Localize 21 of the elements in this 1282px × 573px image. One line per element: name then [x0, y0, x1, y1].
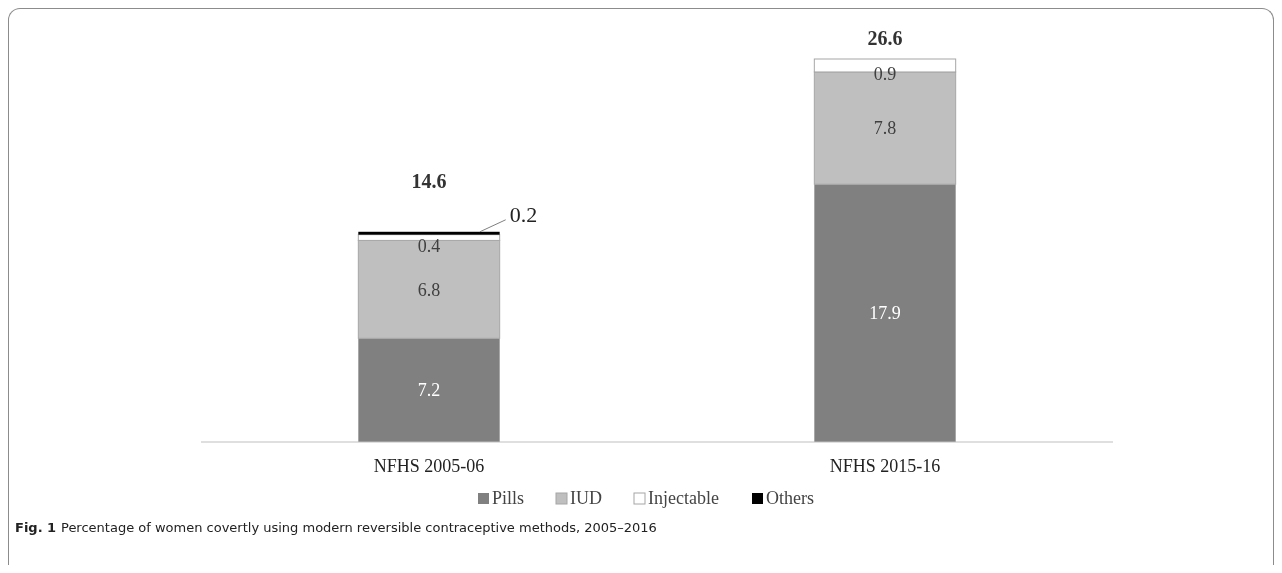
data-label: 0.9 — [873, 63, 897, 84]
legend-label: Injectable — [648, 488, 719, 508]
data-label: 0.2 — [509, 201, 538, 227]
text: Percentage of women covertly using modern reversible contraceptive methods, 2005–2016 — [61, 520, 657, 535]
bar — [358, 231, 500, 235]
bar — [357, 239, 501, 339]
x-tick-label: NFHS 2005-06 — [373, 456, 485, 476]
x-tick-label: NFHS 2015-16 — [829, 456, 941, 476]
data-label: 6.8 — [417, 279, 441, 300]
data-label: 0.4 — [417, 235, 441, 256]
data-label: 7.2 — [417, 380, 441, 401]
data-label: 17.9 — [869, 303, 901, 324]
legend-label: Others — [766, 488, 814, 508]
data-label: 7.8 — [873, 118, 897, 139]
legend-label: Pills — [492, 488, 525, 508]
bar — [358, 338, 500, 442]
total-label: 14.6 — [411, 169, 447, 192]
total-label: 26.6 — [867, 27, 903, 49]
legend-label: IUD — [570, 488, 602, 508]
caption: Fig. 1 — [15, 520, 57, 535]
bar — [814, 184, 956, 442]
